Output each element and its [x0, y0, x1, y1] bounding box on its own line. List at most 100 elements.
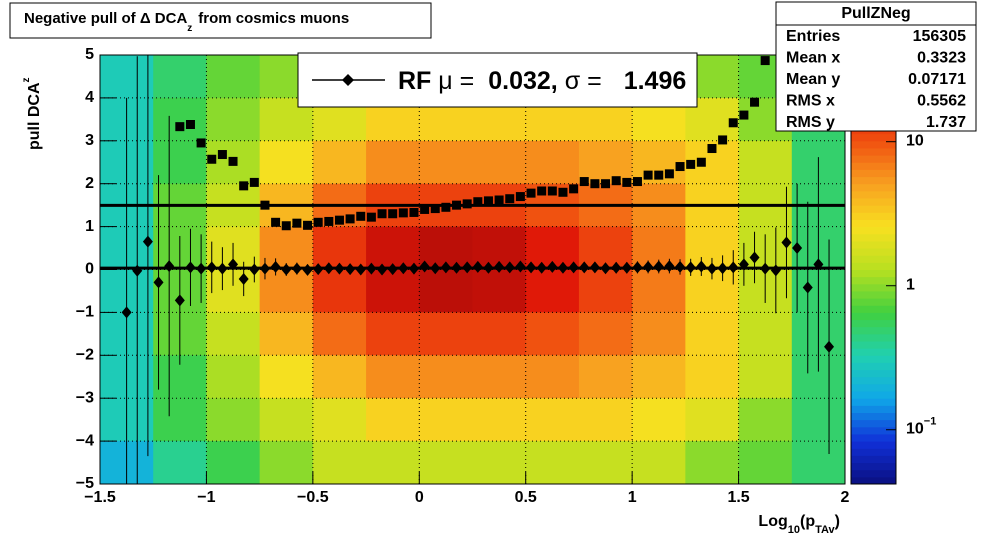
mean-marker [345, 263, 356, 276]
mean-marker [547, 260, 558, 273]
x-tick-label: −1 [197, 489, 215, 506]
y-tick-label: 3 [85, 132, 94, 149]
palette-step [851, 198, 896, 206]
sigma-marker [622, 177, 632, 187]
title-main: Negative pull of Δ DCA [24, 10, 187, 27]
palette-step [851, 448, 896, 456]
mean-marker [600, 262, 611, 275]
palette-step [851, 348, 896, 356]
stats-frame [775, 1, 977, 132]
palette-step [851, 469, 896, 478]
mean-marker [526, 261, 537, 274]
heat-cell [100, 55, 154, 99]
sigma-marker [547, 186, 557, 196]
heat-cell [366, 269, 420, 313]
heat-cell [419, 140, 473, 185]
heat-cell [259, 355, 314, 399]
heat-cell [578, 269, 633, 313]
palette-step [851, 290, 896, 299]
mean-marker [568, 261, 579, 274]
heat-cell [472, 355, 527, 399]
stats-value: 156305 [913, 28, 966, 45]
palette-step [851, 376, 896, 385]
mean-marker [153, 276, 164, 289]
mean-marker [717, 262, 728, 275]
mean-marker [728, 261, 739, 274]
sigma-marker [239, 181, 249, 191]
heat-cell [312, 312, 367, 356]
mean-marker [483, 261, 494, 274]
heat-cell [259, 269, 314, 313]
stats-label: Entries [786, 28, 840, 45]
sigma-marker [260, 200, 270, 210]
y-tick-label: 2 [85, 175, 94, 192]
mean-marker [696, 260, 707, 273]
mean-marker [536, 261, 547, 274]
palette-step [851, 262, 896, 270]
sigma-marker [579, 177, 589, 187]
heat-cell [525, 355, 580, 399]
sigma-marker [228, 156, 238, 166]
palette-step [851, 183, 896, 192]
sigma-marker [462, 199, 472, 209]
palette-step [851, 248, 896, 256]
mean-marker [749, 251, 760, 264]
mean-marker [142, 235, 153, 248]
stats-title: PullZNeg [841, 5, 910, 22]
palette-step [851, 319, 896, 328]
heat-cell [738, 398, 793, 442]
mean-marker [494, 260, 505, 273]
heat-cell [206, 398, 261, 442]
mean-marker [611, 261, 622, 274]
title-box [9, 2, 432, 39]
heat-cell [738, 441, 793, 485]
mean-marker [355, 263, 366, 276]
heat-cell [738, 140, 793, 185]
mean-marker [579, 261, 590, 274]
legend-text: RF μ = 0.032, σ = 1.496 [398, 67, 686, 95]
sigma-marker [345, 214, 355, 224]
heat-cell [206, 55, 261, 99]
sigma-marker [611, 176, 621, 186]
palette-step [851, 405, 896, 413]
sigma-marker [271, 217, 281, 227]
stats-label: RMS x [786, 93, 835, 110]
mean-marker [515, 260, 526, 273]
palette-step [851, 298, 896, 306]
z-tick-label: 10 [906, 133, 924, 150]
heat-cell [419, 441, 473, 485]
sigma-marker [728, 118, 738, 128]
heat-cell [259, 398, 314, 442]
heat-cell [685, 398, 740, 442]
heat-cell [525, 441, 580, 485]
mean-marker [291, 262, 302, 275]
mean-marker [621, 261, 632, 274]
sigma-marker [388, 209, 398, 219]
heat-cell [685, 355, 740, 399]
z-tick-base: 10 [906, 421, 924, 438]
y-tick-label: 0 [85, 261, 94, 278]
palette-step [851, 355, 896, 363]
heat-cell [472, 269, 527, 313]
heat-cell [419, 312, 473, 356]
y-label-main: pull DCA [26, 82, 43, 150]
sigma-marker [452, 200, 462, 210]
palette-step [851, 412, 896, 421]
heat-cell [525, 398, 580, 442]
heat-cell [206, 441, 261, 485]
sigma-marker [515, 192, 525, 202]
sigma-marker [185, 119, 195, 129]
sigma-marker [441, 202, 451, 212]
sigma-marker [718, 135, 728, 145]
axes: −1.5 −1 −0.5 0 0.5 1 1.5 2 −5 −4 −3 −2 −1 0 1 2 3 4 5 [76, 46, 850, 506]
heat-cell [366, 398, 420, 442]
title-rest: from cosmics muons [198, 10, 349, 27]
heat-cell [578, 441, 633, 485]
heat-cell [578, 398, 633, 442]
heat-cell [525, 269, 580, 313]
z-tick-label: 10−1 [906, 416, 936, 438]
palette-step [851, 383, 896, 392]
sigma-marker [643, 170, 653, 180]
sigma-marker [558, 187, 568, 197]
x-tick-label: 1.5 [727, 489, 749, 506]
